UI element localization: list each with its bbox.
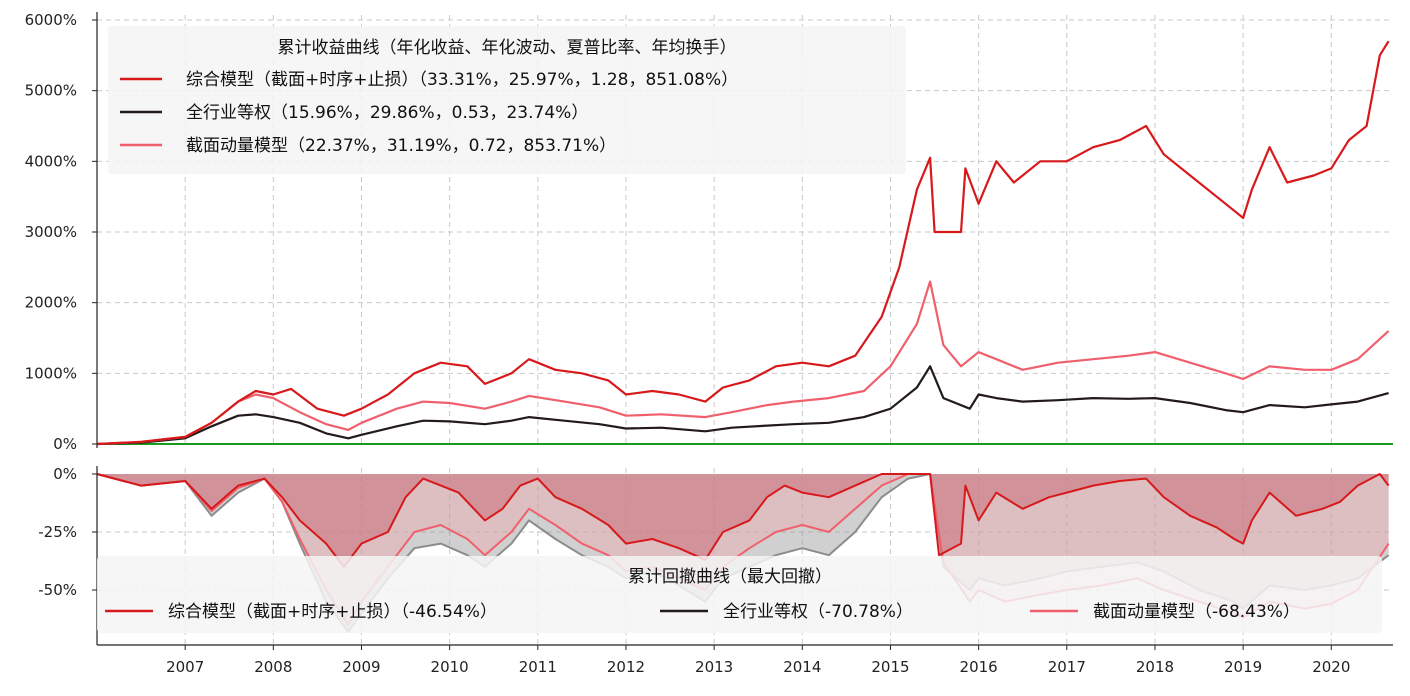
- return-line-2: [96, 280, 1390, 446]
- top-ytick-label: 6000%: [25, 11, 77, 29]
- xtick-label: 2008: [254, 658, 292, 676]
- top-ytick-label: 2000%: [25, 294, 77, 312]
- bottom-legend-label-1: 全行业等权（-70.78%）: [723, 602, 913, 622]
- xtick-label: 2016: [960, 658, 998, 676]
- drawdown-area-0: [97, 474, 1389, 567]
- bottom-legend: 累计回撤曲线（最大回撤） 综合模型（截面+时序+止损）（-46.54%） 全行业等权…: [97, 556, 1382, 633]
- axes: 0% 1000% 2000% 3000% 4000% 5000% 6000% 0% -25% -5…: [25, 11, 1393, 676]
- return-line-0: [96, 40, 1390, 446]
- xtick-label: 2017: [1048, 658, 1086, 676]
- xtick-label: 2015: [871, 658, 909, 676]
- xtick-label: 2019: [1224, 658, 1262, 676]
- bottom-legend-box: [97, 556, 1382, 633]
- top-legend-label-0: 综合模型（截面+时序+止损）（33.31%，25.97%，1.28，851.08…: [186, 70, 738, 90]
- bottom-legend-title: 累计回撤曲线（最大回撤）: [628, 567, 832, 587]
- top-legend-box: [108, 26, 906, 174]
- xtick-label: 2011: [519, 658, 557, 676]
- return-lines: [96, 40, 1393, 446]
- bottom-legend-label-2: 截面动量模型（-68.43%）: [1093, 602, 1300, 622]
- drawdown-line-0: [96, 473, 1390, 568]
- xtick-label: 2007: [166, 658, 204, 676]
- xtick-label: 2014: [783, 658, 821, 676]
- xtick-label: 2013: [695, 658, 733, 676]
- top-ytick-label: 3000%: [25, 223, 77, 241]
- top-legend-label-1: 全行业等权（15.96%，29.86%，0.53，23.74%）: [186, 103, 588, 123]
- top-legend-title: 累计收益曲线（年化收益、年化波动、夏普比率、年均换手）: [278, 38, 737, 58]
- xtick-label: 2010: [431, 658, 469, 676]
- bottom-ytick-label: -50%: [38, 581, 77, 599]
- xtick-label: 2012: [607, 658, 645, 676]
- xtick-label: 2018: [1136, 658, 1174, 676]
- bottom-ytick-label: -25%: [38, 523, 77, 541]
- top-ytick-label: 0%: [53, 435, 77, 453]
- return-line-1: [96, 365, 1389, 446]
- xtick-label: 2020: [1312, 658, 1350, 676]
- bottom-ytick-label: 0%: [53, 465, 77, 483]
- bottom-legend-label-0: 综合模型（截面+时序+止损）（-46.54%）: [168, 602, 497, 622]
- top-ytick-label: 5000%: [25, 82, 77, 100]
- top-legend-label-2: 截面动量模型（22.37%，31.19%，0.72，853.71%）: [186, 136, 616, 156]
- top-legend: 累计收益曲线（年化收益、年化波动、夏普比率、年均换手） 综合模型（截面+时序+止损…: [108, 26, 906, 174]
- top-ytick-label: 4000%: [25, 152, 77, 170]
- top-ytick-label: 1000%: [25, 364, 77, 382]
- xtick-label: 2009: [342, 658, 380, 676]
